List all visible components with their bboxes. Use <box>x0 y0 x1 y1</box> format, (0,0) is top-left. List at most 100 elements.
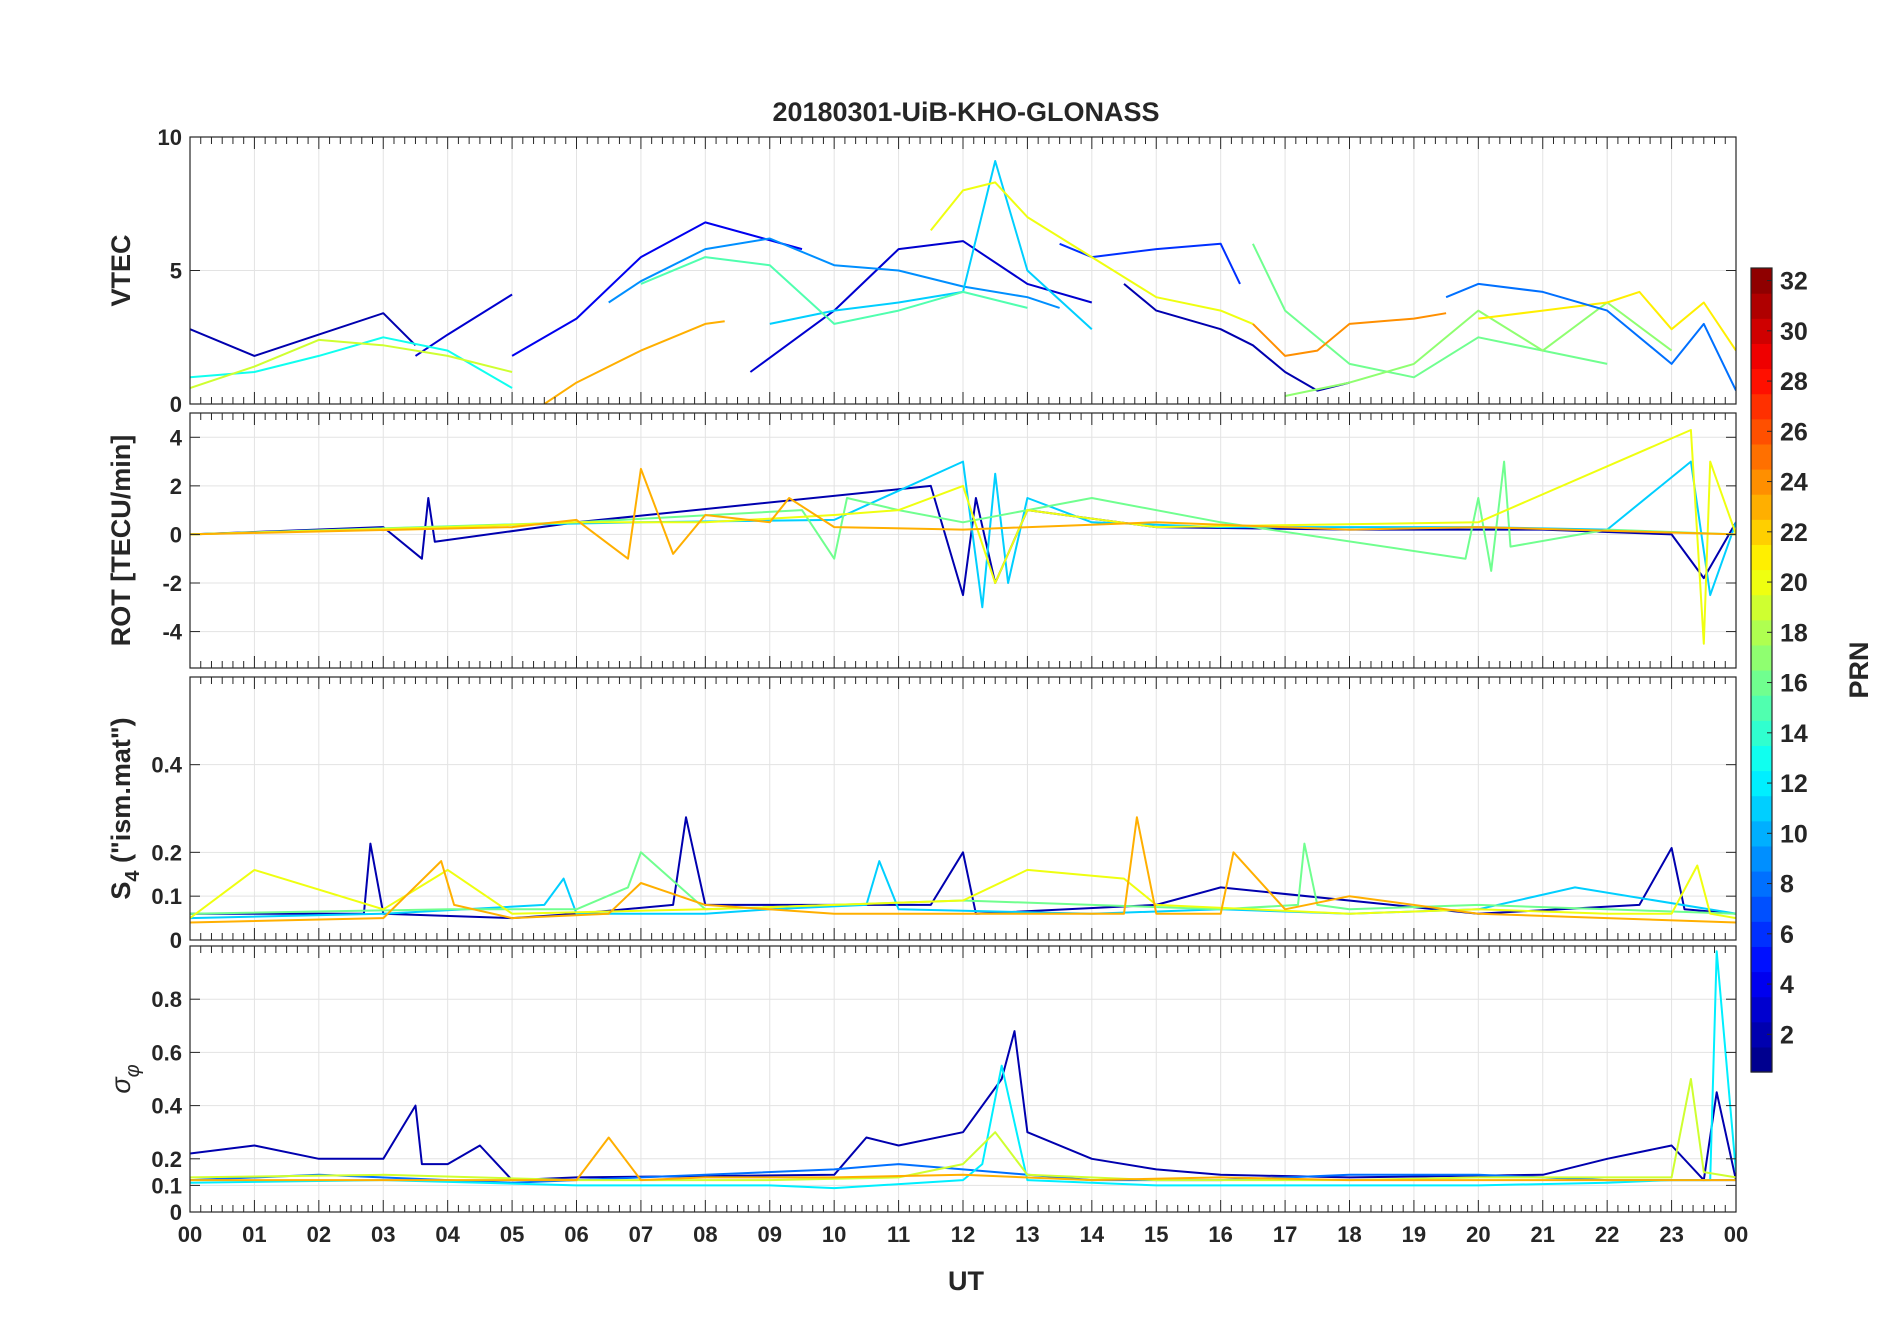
series-group <box>190 816 1736 924</box>
colorbar-tick-label: 16 <box>1780 670 1808 698</box>
x-tick-label: 14 <box>1080 1222 1105 1247</box>
y-tick-label: 0 <box>170 522 182 547</box>
x-tick-label: 08 <box>693 1222 717 1247</box>
y-axis-label-subscript: φ <box>122 1064 144 1077</box>
series-prn-13 <box>190 336 513 389</box>
series-prn-24 <box>1252 312 1447 357</box>
series-prn-16 <box>190 460 1736 572</box>
y-axis-label-subscript: 4 <box>122 870 144 882</box>
y-tick-label: 0.4 <box>151 753 182 778</box>
series-prn-2 <box>190 484 1736 597</box>
colorbar-tick-label: 22 <box>1780 519 1808 547</box>
y-tick-label: 0.2 <box>151 1147 182 1172</box>
series-prn-23 <box>190 1136 1736 1182</box>
x-tick-label: 11 <box>887 1222 910 1247</box>
y-tick-label: 5 <box>170 259 182 284</box>
series-prn-21 <box>1478 290 1736 352</box>
colorbar-block <box>1751 921 1772 947</box>
x-tick-label: 13 <box>1015 1222 1039 1247</box>
series-prn-8 <box>1445 282 1736 392</box>
panel-3: 0 0.1 0.2 0.4 S4 ("ism.mat") <box>106 676 1737 953</box>
y-tick-label: 4 <box>170 425 183 450</box>
colorbar-tick-label: 26 <box>1780 418 1808 446</box>
y-tick-label: 0 <box>170 928 182 953</box>
y-tick-label: 0.1 <box>151 884 182 909</box>
x-tick-label: 04 <box>435 1222 460 1247</box>
colorbar-block <box>1751 569 1772 596</box>
y-tick-label: 10 <box>158 125 182 150</box>
colorbar-tick-label: 10 <box>1780 820 1808 848</box>
colorbar-tick-label: 14 <box>1780 720 1808 748</box>
x-tick-label: 19 <box>1402 1222 1426 1247</box>
x-tick-label: 05 <box>500 1222 524 1247</box>
series-prn-2 <box>1123 283 1350 392</box>
colorbar-block <box>1751 544 1772 571</box>
x-tick-labels: 00 01 02 03 04 05 06 07 08 09 10 11 12 13 14 15 16 17 18 19… <box>178 1222 1748 1247</box>
plot-frame <box>189 412 1737 669</box>
x-tick-label: 09 <box>758 1222 782 1247</box>
series-group <box>190 429 1736 645</box>
colorbar-tick-label: 32 <box>1780 268 1808 296</box>
y-tick-label: 0.2 <box>151 840 182 865</box>
colorbar-block <box>1751 268 1772 294</box>
colorbar-block <box>1751 393 1772 420</box>
colorbar-tick-label: 24 <box>1780 469 1808 497</box>
x-tick-label: 01 <box>242 1222 266 1247</box>
colorbar-block <box>1751 795 1772 822</box>
y-tick-label: 0 <box>170 392 182 417</box>
series-prn-3 <box>414 293 513 357</box>
figure-title: 20180301-UiB-KHO-GLONASS <box>772 97 1159 127</box>
colorbar-tick-label: 20 <box>1780 569 1808 597</box>
colorbar-label: PRN <box>1844 641 1874 698</box>
series-group <box>190 160 1736 404</box>
y-axis-label-rest: ("ism.mat") <box>106 717 136 870</box>
series-prn-23 <box>543 320 725 404</box>
colorbar-tick-label: 28 <box>1780 368 1808 396</box>
plot-frame <box>189 136 1737 405</box>
colorbar-tick-label: 12 <box>1780 770 1808 798</box>
x-tick-label: 20 <box>1466 1222 1490 1247</box>
series-prn-20 <box>930 181 1254 325</box>
colorbar-block <box>1751 443 1772 470</box>
colorbar-block <box>1751 619 1772 646</box>
colorbar-tick-label: 30 <box>1780 318 1808 346</box>
series-prn-20 <box>190 429 1736 645</box>
colorbar-block <box>1751 720 1772 746</box>
series-prn-23 <box>190 816 1736 924</box>
series-group <box>190 950 1736 1190</box>
y-tick-label: 2 <box>170 474 182 499</box>
x-tick-label: 03 <box>371 1222 395 1247</box>
colorbar-block <box>1751 946 1772 973</box>
x-axis-label: UT <box>948 1266 984 1296</box>
y-tick-label: -4 <box>162 620 182 645</box>
x-tick-label: 02 <box>307 1222 331 1247</box>
series-prn-15 <box>640 256 1028 325</box>
x-tick-label: 15 <box>1144 1222 1168 1247</box>
y-tick-label: -2 <box>162 571 182 596</box>
x-tick-label: 10 <box>822 1222 846 1247</box>
colorbar-tick-label: 18 <box>1780 619 1808 647</box>
colorbar-block <box>1751 1021 1772 1048</box>
colorbar-block <box>1751 971 1772 998</box>
y-axis-label-base: σ <box>106 1076 136 1094</box>
series-prn-20 <box>190 864 1736 920</box>
y-tick-label: 0.6 <box>151 1040 182 1065</box>
x-tick-label: 23 <box>1659 1222 1683 1247</box>
colorbar-block <box>1751 745 1772 772</box>
colorbar-block <box>1751 368 1772 395</box>
series-prn-2 <box>190 1030 1736 1182</box>
colorbar-block <box>1751 1046 1772 1073</box>
colorbar-block <box>1751 845 1772 872</box>
y-tick-label: 0.8 <box>151 987 182 1012</box>
colorbar-tick-label: 6 <box>1780 921 1794 949</box>
x-tick-label: 12 <box>951 1222 975 1247</box>
series-prn-4 <box>511 221 803 357</box>
y-axis-label-base: S <box>106 882 136 900</box>
y-axis-label: σφ <box>106 1064 144 1093</box>
x-tick-label: 22 <box>1595 1222 1619 1247</box>
colorbar-block <box>1751 469 1772 495</box>
series-prn-2 <box>190 312 417 357</box>
